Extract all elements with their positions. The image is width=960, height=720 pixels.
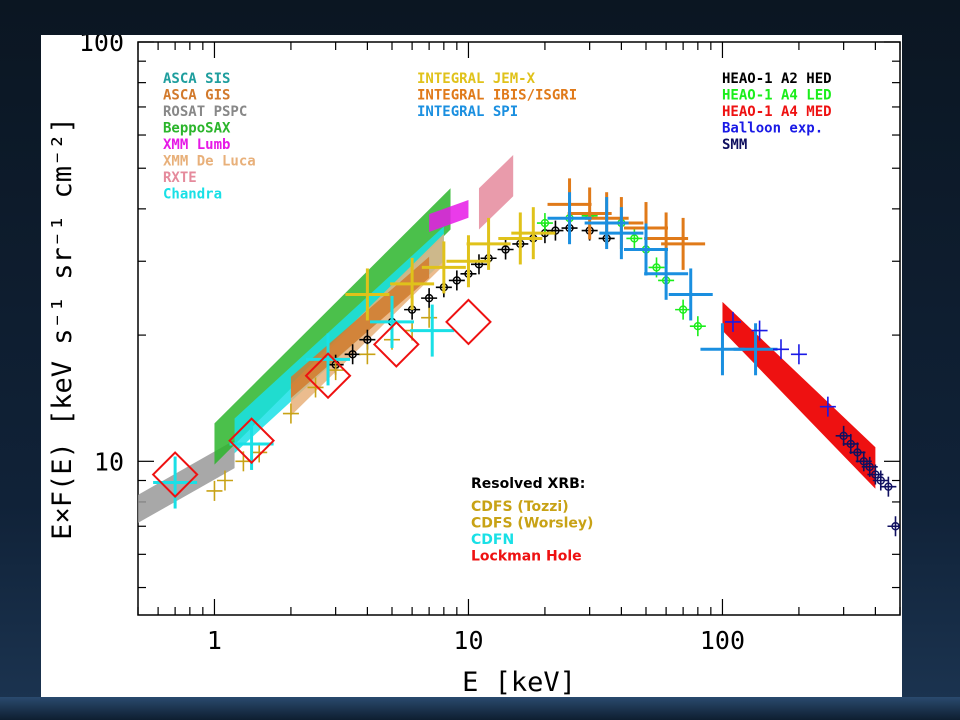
x-tick-label: 1: [207, 626, 222, 655]
data-point-lockman: [228, 417, 275, 465]
legend-middle-entry-2: INTEGRAL SPI: [417, 104, 518, 120]
x-axis-label: E [keV]: [462, 667, 576, 697]
data-point-marker: [551, 226, 560, 235]
data-point-marker: [859, 457, 868, 466]
data-point-marker: [501, 245, 510, 254]
data-point-marker: [348, 350, 357, 359]
legend-right-entry-2: HEAO-1 A4 MED: [722, 104, 832, 120]
data-point-marker: [871, 470, 880, 479]
data-point-marker: [452, 276, 462, 285]
data-point-marker: [891, 522, 900, 531]
legend-resolved-entry-0: CDFS (Tozzi): [471, 499, 569, 515]
legend-left-entry-6: RXTE: [163, 170, 197, 186]
band-rxte: [478, 155, 514, 230]
chart: 1 10 100 10 100 E [keV] E×F(E) [keV s⁻¹ sr⁻¹ c…: [47, 28, 901, 698]
plot-frame: [137, 41, 901, 616]
slide-background: 1 10 100 10 100 E [keV] E×F(E) [keV s⁻¹ sr⁻¹ c…: [41, 28, 902, 698]
data-layer: [138, 155, 900, 537]
data-point-marker: [693, 322, 703, 331]
data-point-lockman: [151, 451, 199, 498]
legend-resolved-entry-2: CDFN: [471, 532, 514, 548]
y-axis-label: E×F(E) [keV s⁻¹ sr⁻¹ cm⁻²]: [47, 117, 78, 540]
legend-left-entry-3: BeppoSAX: [163, 121, 231, 137]
legend-left-entry-2: ROSAT PSPC: [163, 104, 247, 120]
legend-resolved-entry-1: CDFS (Worsley): [471, 516, 593, 532]
legend-left-entry-1: ASCA GIS: [163, 88, 230, 104]
data-point-marker: [884, 482, 893, 491]
bottom-band: [0, 697, 960, 720]
data-point-marker: [876, 476, 885, 485]
legend-left-entry-5: XMM De Luca: [163, 154, 256, 170]
x-tick-label: 100: [700, 626, 745, 655]
legend-middle-entry-1: INTEGRAL IBIS/ISGRI: [417, 88, 577, 104]
band-xmm-lumb: [429, 199, 469, 232]
data-point-lockman: [304, 352, 352, 400]
band-asca-gis: [290, 256, 430, 399]
resolved-title: Resolved XRB:: [471, 476, 585, 492]
y-tick-label: 100: [79, 35, 124, 57]
data-point-marker: [853, 448, 862, 457]
data-point-marker: [846, 439, 855, 449]
legend-right-entry-3: Balloon exp.: [722, 121, 823, 137]
data-point-lockman: [372, 321, 420, 368]
data-point-marker: [652, 263, 661, 272]
legend-right-entry-1: HEAO-1 A4 LED: [722, 88, 832, 104]
x-tick-label: 10: [453, 626, 483, 655]
legend-middle-entry-0: INTEGRAL JEM-X: [417, 71, 536, 87]
y-tick-label: 10: [94, 447, 124, 476]
data-point-marker: [839, 431, 848, 441]
data-point-marker: [363, 335, 372, 344]
legend-right-entry-4: SMM: [722, 137, 747, 153]
legend-right-entry-0: HEAO-1 A2 HED: [722, 71, 832, 87]
data-point-marker: [865, 462, 874, 472]
data-point-marker: [424, 293, 434, 303]
band-heao-a4-med: [722, 301, 876, 489]
data-point-marker: [540, 218, 550, 228]
legend-left-entry-4: XMM Lumb: [163, 137, 230, 153]
legend-resolved-entry-3: Lockman Hole: [471, 549, 582, 565]
data-point-marker: [678, 305, 688, 314]
data-point-marker: [630, 234, 639, 243]
data-point-lockman: [445, 298, 492, 346]
legend-left-entry-7: Chandra: [163, 187, 222, 203]
legend-left-entry-0: ASCA SIS: [163, 71, 230, 87]
